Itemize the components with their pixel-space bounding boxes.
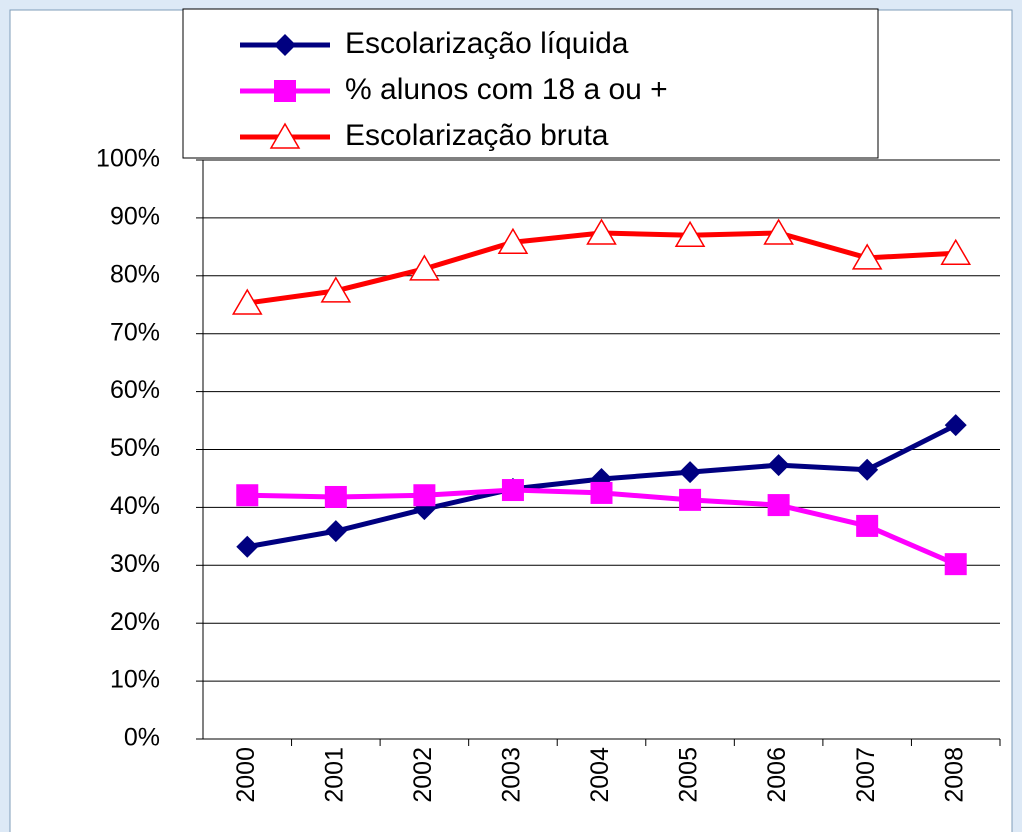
data-point (851, 243, 883, 270)
data-point (940, 238, 972, 265)
x-tick-label: 2000 (232, 747, 260, 803)
data-point (231, 288, 263, 315)
legend-marker (274, 34, 296, 56)
y-tick-label: 30% (110, 550, 160, 578)
data-point (320, 276, 352, 303)
legend-label: Escolarização bruta (345, 119, 609, 152)
data-point (413, 484, 436, 507)
x-tick-label: 2005 (675, 747, 703, 803)
data-point (324, 520, 347, 543)
y-tick-label: 90% (110, 203, 160, 231)
data-point (856, 458, 879, 481)
x-tick-label: 2001 (320, 747, 348, 803)
data-point (856, 514, 879, 537)
y-tick-label: 0% (124, 724, 160, 752)
x-tick-label: 2006 (763, 747, 791, 803)
data-point (501, 479, 524, 502)
data-point (767, 454, 790, 477)
data-point (944, 553, 967, 576)
legend-label: % alunos com 18 a ou + (345, 73, 668, 106)
y-tick-label: 20% (110, 608, 160, 636)
legend-marker (269, 122, 301, 149)
data-point (767, 494, 790, 517)
x-tick-label: 2003 (498, 747, 526, 803)
y-tick-label: 60% (110, 376, 160, 404)
legend-box (182, 8, 879, 159)
y-tick-label: 10% (110, 666, 160, 694)
data-point (763, 218, 794, 245)
data-point (236, 484, 259, 507)
data-point (679, 461, 702, 484)
y-tick-label: 40% (110, 492, 160, 520)
data-point (590, 481, 613, 504)
legend-marker (274, 80, 296, 102)
x-tick-label: 2008 (940, 747, 968, 803)
x-tick-label: 2002 (409, 747, 437, 803)
data-point (944, 414, 967, 437)
data-point (236, 535, 259, 558)
y-tick-label: 70% (110, 318, 160, 346)
data-point (324, 485, 347, 508)
data-point (674, 220, 706, 248)
x-tick-label: 2007 (852, 747, 880, 803)
x-tick-label: 2004 (586, 747, 614, 803)
data-point (409, 254, 440, 281)
y-tick-label: 100% (96, 145, 160, 173)
y-tick-label: 50% (110, 434, 160, 462)
legend-label: Escolarização líquida (345, 27, 629, 60)
data-point (679, 488, 702, 511)
y-tick-label: 80% (110, 260, 160, 288)
data-point (497, 227, 529, 254)
data-point (586, 218, 617, 245)
